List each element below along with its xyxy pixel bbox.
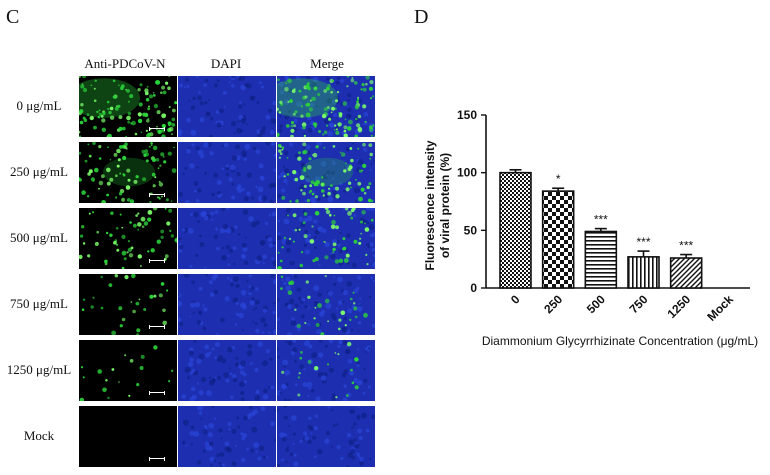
row-label: Mock bbox=[23, 428, 55, 443]
panel-d-letter: D bbox=[414, 6, 429, 28]
significance-label: *** bbox=[594, 213, 608, 227]
micrograph-dapi bbox=[178, 208, 276, 269]
row-label: 1250 μg/mL bbox=[6, 362, 72, 377]
bar-chart: 0 50 100 150 Fluorescence intensity of viral … bbox=[423, 108, 758, 348]
y-tick-label: 50 bbox=[464, 223, 478, 237]
column-header-merge: Merge bbox=[310, 56, 344, 71]
micrograph-anti-pdcov-n bbox=[79, 406, 177, 467]
micrograph-dapi bbox=[178, 76, 276, 137]
row-label: 250 μg/mL bbox=[10, 164, 68, 179]
micrograph-dapi bbox=[178, 274, 276, 335]
x-tick-label: 250 bbox=[541, 292, 565, 316]
y-tick-label: 150 bbox=[457, 108, 477, 122]
row-label: 0 μg/mL bbox=[16, 98, 62, 113]
micrograph-anti-pdcov-n bbox=[79, 340, 177, 401]
micrograph-anti-pdcov-n bbox=[79, 274, 177, 335]
bar bbox=[627, 256, 660, 289]
significance-label: *** bbox=[636, 235, 650, 249]
micrograph-dapi bbox=[178, 406, 276, 467]
micrograph-anti-pdcov-n bbox=[79, 142, 177, 203]
micrograph-merge bbox=[277, 208, 375, 269]
micrograph-anti-pdcov-n bbox=[79, 76, 177, 137]
y-tick-label: 0 bbox=[470, 281, 477, 295]
x-tick-label: 1250 bbox=[665, 292, 694, 321]
micrograph-merge bbox=[277, 76, 375, 137]
y-axis-label: of viral protein (%) bbox=[438, 153, 452, 258]
bar bbox=[669, 257, 703, 289]
micrograph-merge bbox=[277, 340, 375, 401]
micrograph-merge bbox=[277, 142, 375, 203]
scale-bar bbox=[149, 193, 165, 197]
micrograph-dapi bbox=[178, 142, 276, 203]
bar bbox=[541, 190, 575, 289]
scale-bar bbox=[149, 457, 165, 461]
scale-bar bbox=[149, 259, 165, 263]
micrograph-dapi bbox=[178, 340, 276, 401]
x-tick-label: Mock bbox=[704, 292, 736, 324]
x-tick-label: 0 bbox=[508, 292, 523, 307]
bar bbox=[499, 171, 532, 289]
micrograph-merge bbox=[277, 274, 375, 335]
x-axis-label: Diammonium Glycyrrhizinate Concentration… bbox=[482, 334, 758, 348]
row-label: 500 μg/mL bbox=[10, 230, 68, 245]
panel-c-letter: C bbox=[6, 6, 20, 28]
row-label: 750 μg/mL bbox=[10, 296, 68, 311]
column-header-dapi: DAPI bbox=[210, 56, 242, 71]
scale-bar bbox=[149, 391, 165, 395]
significance-label: * bbox=[556, 172, 561, 186]
x-tick-label: 750 bbox=[627, 292, 651, 316]
column-header-anti-pdcov-n: Anti-PDCoV-N bbox=[84, 56, 166, 71]
scale-bar bbox=[149, 325, 165, 329]
bar bbox=[584, 230, 618, 289]
significance-label: *** bbox=[679, 239, 693, 253]
micrograph-anti-pdcov-n bbox=[79, 208, 177, 269]
x-tick-label: 500 bbox=[584, 292, 608, 316]
micrograph-merge bbox=[277, 406, 375, 467]
y-axis-label: Fluorescence intensity bbox=[423, 140, 437, 270]
scale-bar bbox=[149, 127, 165, 131]
y-tick-label: 100 bbox=[457, 166, 477, 180]
